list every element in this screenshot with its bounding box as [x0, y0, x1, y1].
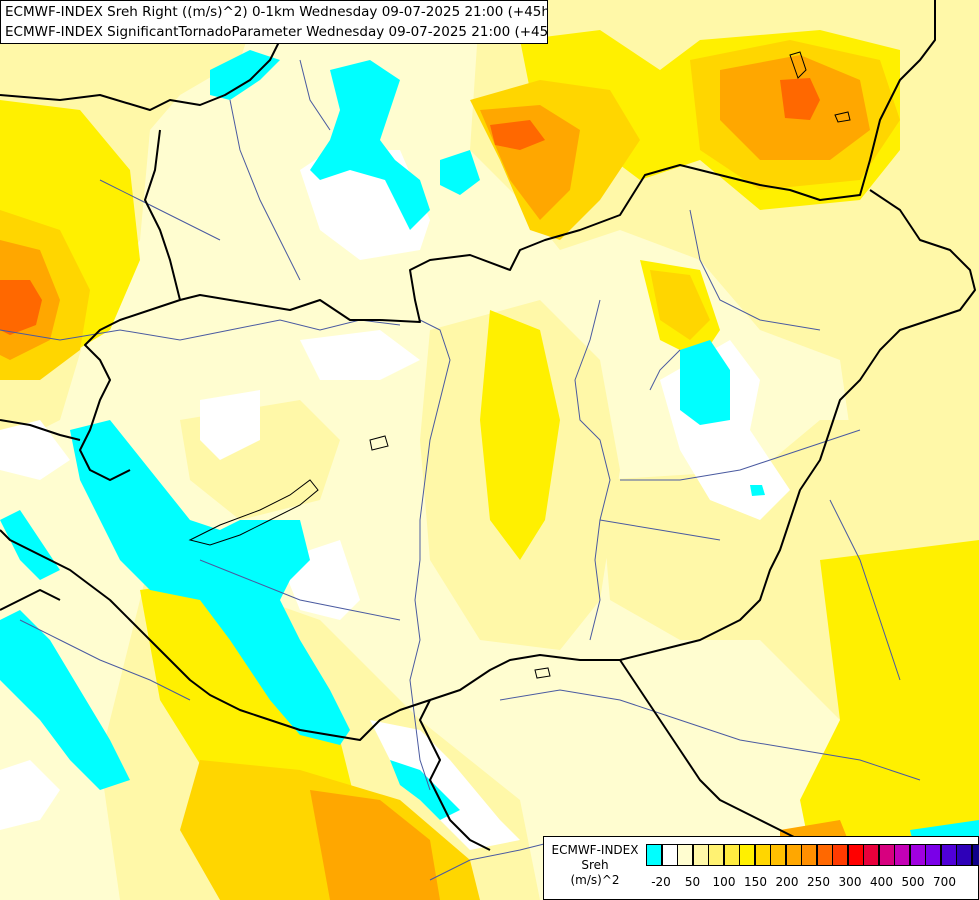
legend-swatch	[661, 844, 678, 866]
lakes	[188, 51, 851, 679]
legend-tick-label: 50	[684, 875, 701, 889]
legend-swatch	[692, 844, 709, 866]
legend-title-variable: Sreh	[581, 858, 609, 872]
legend-tick-label: 700	[933, 875, 956, 889]
legend-swatch	[847, 844, 864, 866]
legend-swatch	[878, 844, 895, 866]
legend-swatch	[785, 844, 802, 866]
legend-swatch	[909, 844, 926, 866]
legend-title: ECMWF-INDEX Sreh (m/s)^2	[544, 843, 646, 888]
map-title-line-2: ECMWF-INDEX SignificantTornadoParameter …	[5, 24, 548, 40]
legend-tick-label: 250	[807, 875, 830, 889]
rivers	[0, 59, 921, 881]
color-legend: ECMWF-INDEX Sreh (m/s)^2 -20 50 100 150 200 2…	[543, 836, 979, 900]
country-borders	[0, 0, 976, 851]
legend-swatch	[677, 844, 693, 866]
map-title-line-1: ECMWF-INDEX Sreh Right ((m/s)^2) 0-1km W…	[5, 4, 548, 20]
legend-title-unit: (m/s)^2	[570, 873, 620, 887]
field-white	[0, 150, 790, 850]
legend-swatch	[646, 844, 662, 866]
legend-tick-label: 500	[901, 875, 925, 889]
legend-tick-label: 300	[838, 875, 862, 889]
legend-swatch	[708, 844, 724, 866]
legend-tick-label: 150	[744, 875, 767, 889]
legend-tick-label: 400	[870, 875, 893, 889]
legend-swatch	[770, 844, 786, 866]
legend-swatch	[832, 844, 848, 866]
legend-swatch	[754, 844, 771, 866]
legend-tick-label: 100	[712, 875, 736, 889]
legend-swatch	[940, 844, 957, 866]
legend-swatch	[971, 844, 979, 866]
legend-swatch	[723, 844, 740, 866]
legend-swatch	[801, 844, 817, 866]
legend-swatch	[956, 844, 972, 866]
legend-swatch	[863, 844, 879, 866]
legend-title-source: ECMWF-INDEX	[551, 843, 639, 857]
legend-tick-label: -20	[651, 875, 671, 889]
field-dark-orange	[0, 78, 820, 335]
legend-swatch	[739, 844, 755, 866]
field-cyan	[0, 50, 979, 900]
legend-swatch	[925, 844, 941, 866]
map-title-box: ECMWF-INDEX Sreh Right ((m/s)^2) 0-1km W…	[0, 0, 548, 44]
legend-swatch	[816, 844, 833, 866]
legend-tick-label: 200	[775, 875, 799, 889]
legend-swatch	[894, 844, 910, 866]
